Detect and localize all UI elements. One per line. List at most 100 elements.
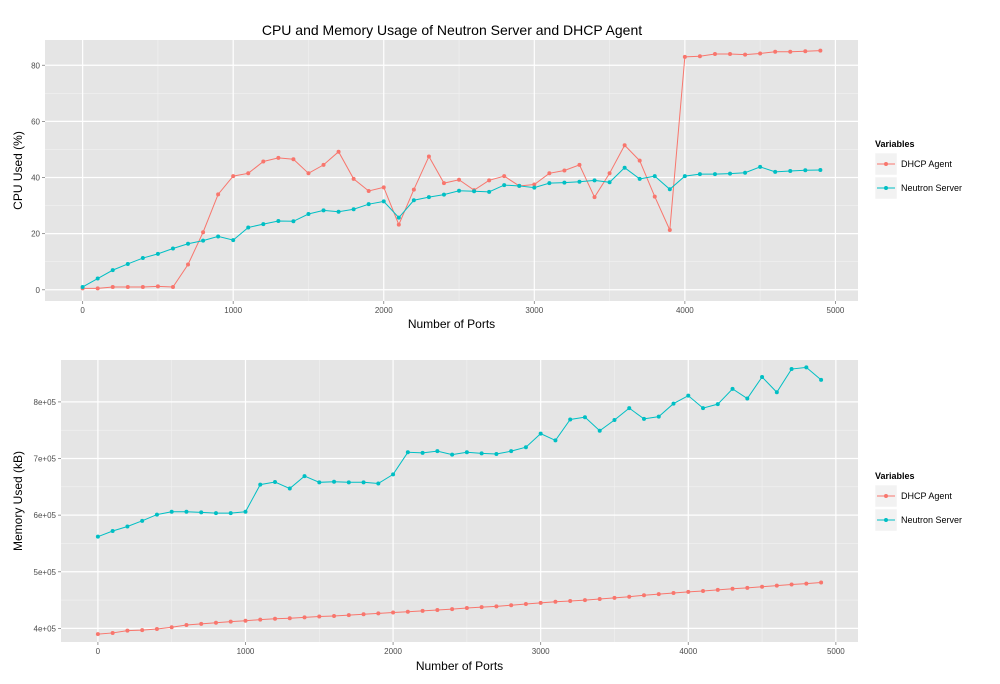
data-point-dhcp-agent (547, 171, 552, 176)
y-axis-title: CPU Used (%) (11, 131, 25, 210)
data-point-dhcp-agent (376, 611, 381, 616)
data-point-neutron-server (774, 390, 779, 395)
y-tick-label: 20 (31, 230, 40, 239)
data-point-dhcp-agent (789, 582, 794, 587)
data-point-dhcp-agent (351, 176, 356, 181)
data-point-neutron-server (95, 534, 100, 539)
y-tick-label: 6e+05 (34, 511, 57, 520)
data-point-neutron-server (376, 481, 381, 486)
plot-panel (45, 40, 858, 301)
data-point-neutron-server (346, 480, 351, 485)
y-tick-label: 60 (31, 117, 40, 126)
data-point-neutron-server (656, 414, 661, 419)
data-point-neutron-server (426, 195, 431, 200)
data-point-dhcp-agent (140, 284, 145, 289)
data-point-neutron-server (125, 524, 130, 529)
data-point-dhcp-agent (450, 607, 455, 612)
data-point-neutron-server (332, 479, 337, 484)
data-point-neutron-server (186, 241, 191, 246)
data-point-neutron-server (201, 238, 206, 243)
data-point-neutron-server (276, 219, 281, 224)
data-point-dhcp-agent (199, 621, 204, 626)
data-point-neutron-server (140, 518, 145, 523)
data-point-neutron-server (667, 187, 672, 192)
data-point-neutron-server (804, 365, 809, 370)
data-point-dhcp-agent (502, 174, 507, 179)
data-point-neutron-server (336, 209, 341, 214)
data-point-neutron-server (216, 234, 221, 239)
data-point-dhcp-agent (641, 593, 646, 598)
data-point-dhcp-agent (396, 222, 401, 227)
data-point-dhcp-agent (261, 159, 266, 164)
legend-label-neutron-server: Neutron Server (901, 515, 962, 525)
data-point-dhcp-agent (441, 181, 446, 186)
y-tick-label: 8e+05 (34, 398, 57, 407)
plot-panel (61, 360, 858, 642)
data-point-dhcp-agent (788, 49, 793, 54)
y-tick-label: 4e+05 (34, 624, 57, 633)
data-point-dhcp-agent (291, 157, 296, 162)
x-tick-label: 3000 (525, 306, 543, 315)
series-line-dhcp-agent (97, 582, 822, 635)
data-point-neutron-server (110, 529, 115, 534)
series-line-neutron-server (97, 366, 822, 538)
data-point-dhcp-agent (302, 615, 307, 620)
x-tick-label: 5000 (827, 306, 845, 315)
data-point-dhcp-agent (637, 158, 642, 163)
data-point-neutron-server (420, 450, 425, 455)
data-point-dhcp-agent (803, 49, 808, 54)
data-point-dhcp-agent (743, 52, 748, 57)
data-point-dhcp-agent (592, 195, 597, 200)
data-point-neutron-server (381, 199, 386, 204)
data-point-neutron-server (597, 428, 602, 433)
data-point-dhcp-agent (125, 284, 130, 289)
data-point-neutron-server (818, 167, 823, 172)
data-point-neutron-server (125, 261, 130, 266)
data-point-neutron-server (435, 449, 440, 454)
data-point-dhcp-agent (154, 626, 159, 631)
data-point-neutron-server (464, 450, 469, 455)
data-point-neutron-server (715, 402, 720, 407)
data-point-dhcp-agent (745, 585, 750, 590)
data-point-neutron-server (502, 183, 507, 188)
y-axis-title: Memory Used (kB) (11, 451, 25, 551)
data-point-dhcp-agent (140, 628, 145, 633)
x-tick-label: 0 (96, 647, 101, 656)
data-point-neutron-server (592, 178, 597, 183)
data-point-neutron-server (568, 417, 573, 422)
data-point-dhcp-agent (435, 608, 440, 613)
legend-key-point-neutron-server (884, 518, 888, 522)
data-point-neutron-server (258, 482, 263, 487)
data-point-neutron-server (641, 416, 646, 421)
data-point-dhcp-agent (201, 230, 206, 235)
data-point-neutron-server (730, 386, 735, 391)
x-tick-label: 1000 (237, 647, 255, 656)
data-point-neutron-server (302, 474, 307, 479)
x-axis-title: Number of Ports (416, 659, 503, 673)
data-point-dhcp-agent (332, 613, 337, 618)
data-point-dhcp-agent (568, 598, 573, 603)
data-point-neutron-server (391, 472, 396, 477)
data-point-dhcp-agent (346, 613, 351, 618)
data-point-neutron-server (169, 509, 174, 514)
series-line-dhcp-agent (82, 50, 821, 289)
data-point-dhcp-agent (532, 182, 537, 187)
x-tick-label: 3000 (532, 647, 550, 656)
data-point-dhcp-agent (243, 618, 248, 623)
data-point-dhcp-agent (730, 586, 735, 591)
legend-title: Variables (875, 471, 915, 481)
data-point-neutron-server (627, 406, 632, 411)
data-point-dhcp-agent (213, 620, 218, 625)
data-point-neutron-server (577, 179, 582, 184)
legend-title: Variables (875, 139, 915, 149)
y-tick-label: 5e+05 (34, 568, 57, 577)
data-point-neutron-server (110, 268, 115, 273)
data-point-dhcp-agent (701, 589, 706, 594)
data-point-dhcp-agent (228, 619, 233, 624)
data-point-dhcp-agent (95, 286, 100, 291)
data-point-neutron-server (361, 480, 366, 485)
data-point-neutron-server (287, 486, 292, 491)
legend-label-dhcp-agent: DHCP Agent (901, 159, 952, 169)
data-point-dhcp-agent (125, 628, 130, 633)
